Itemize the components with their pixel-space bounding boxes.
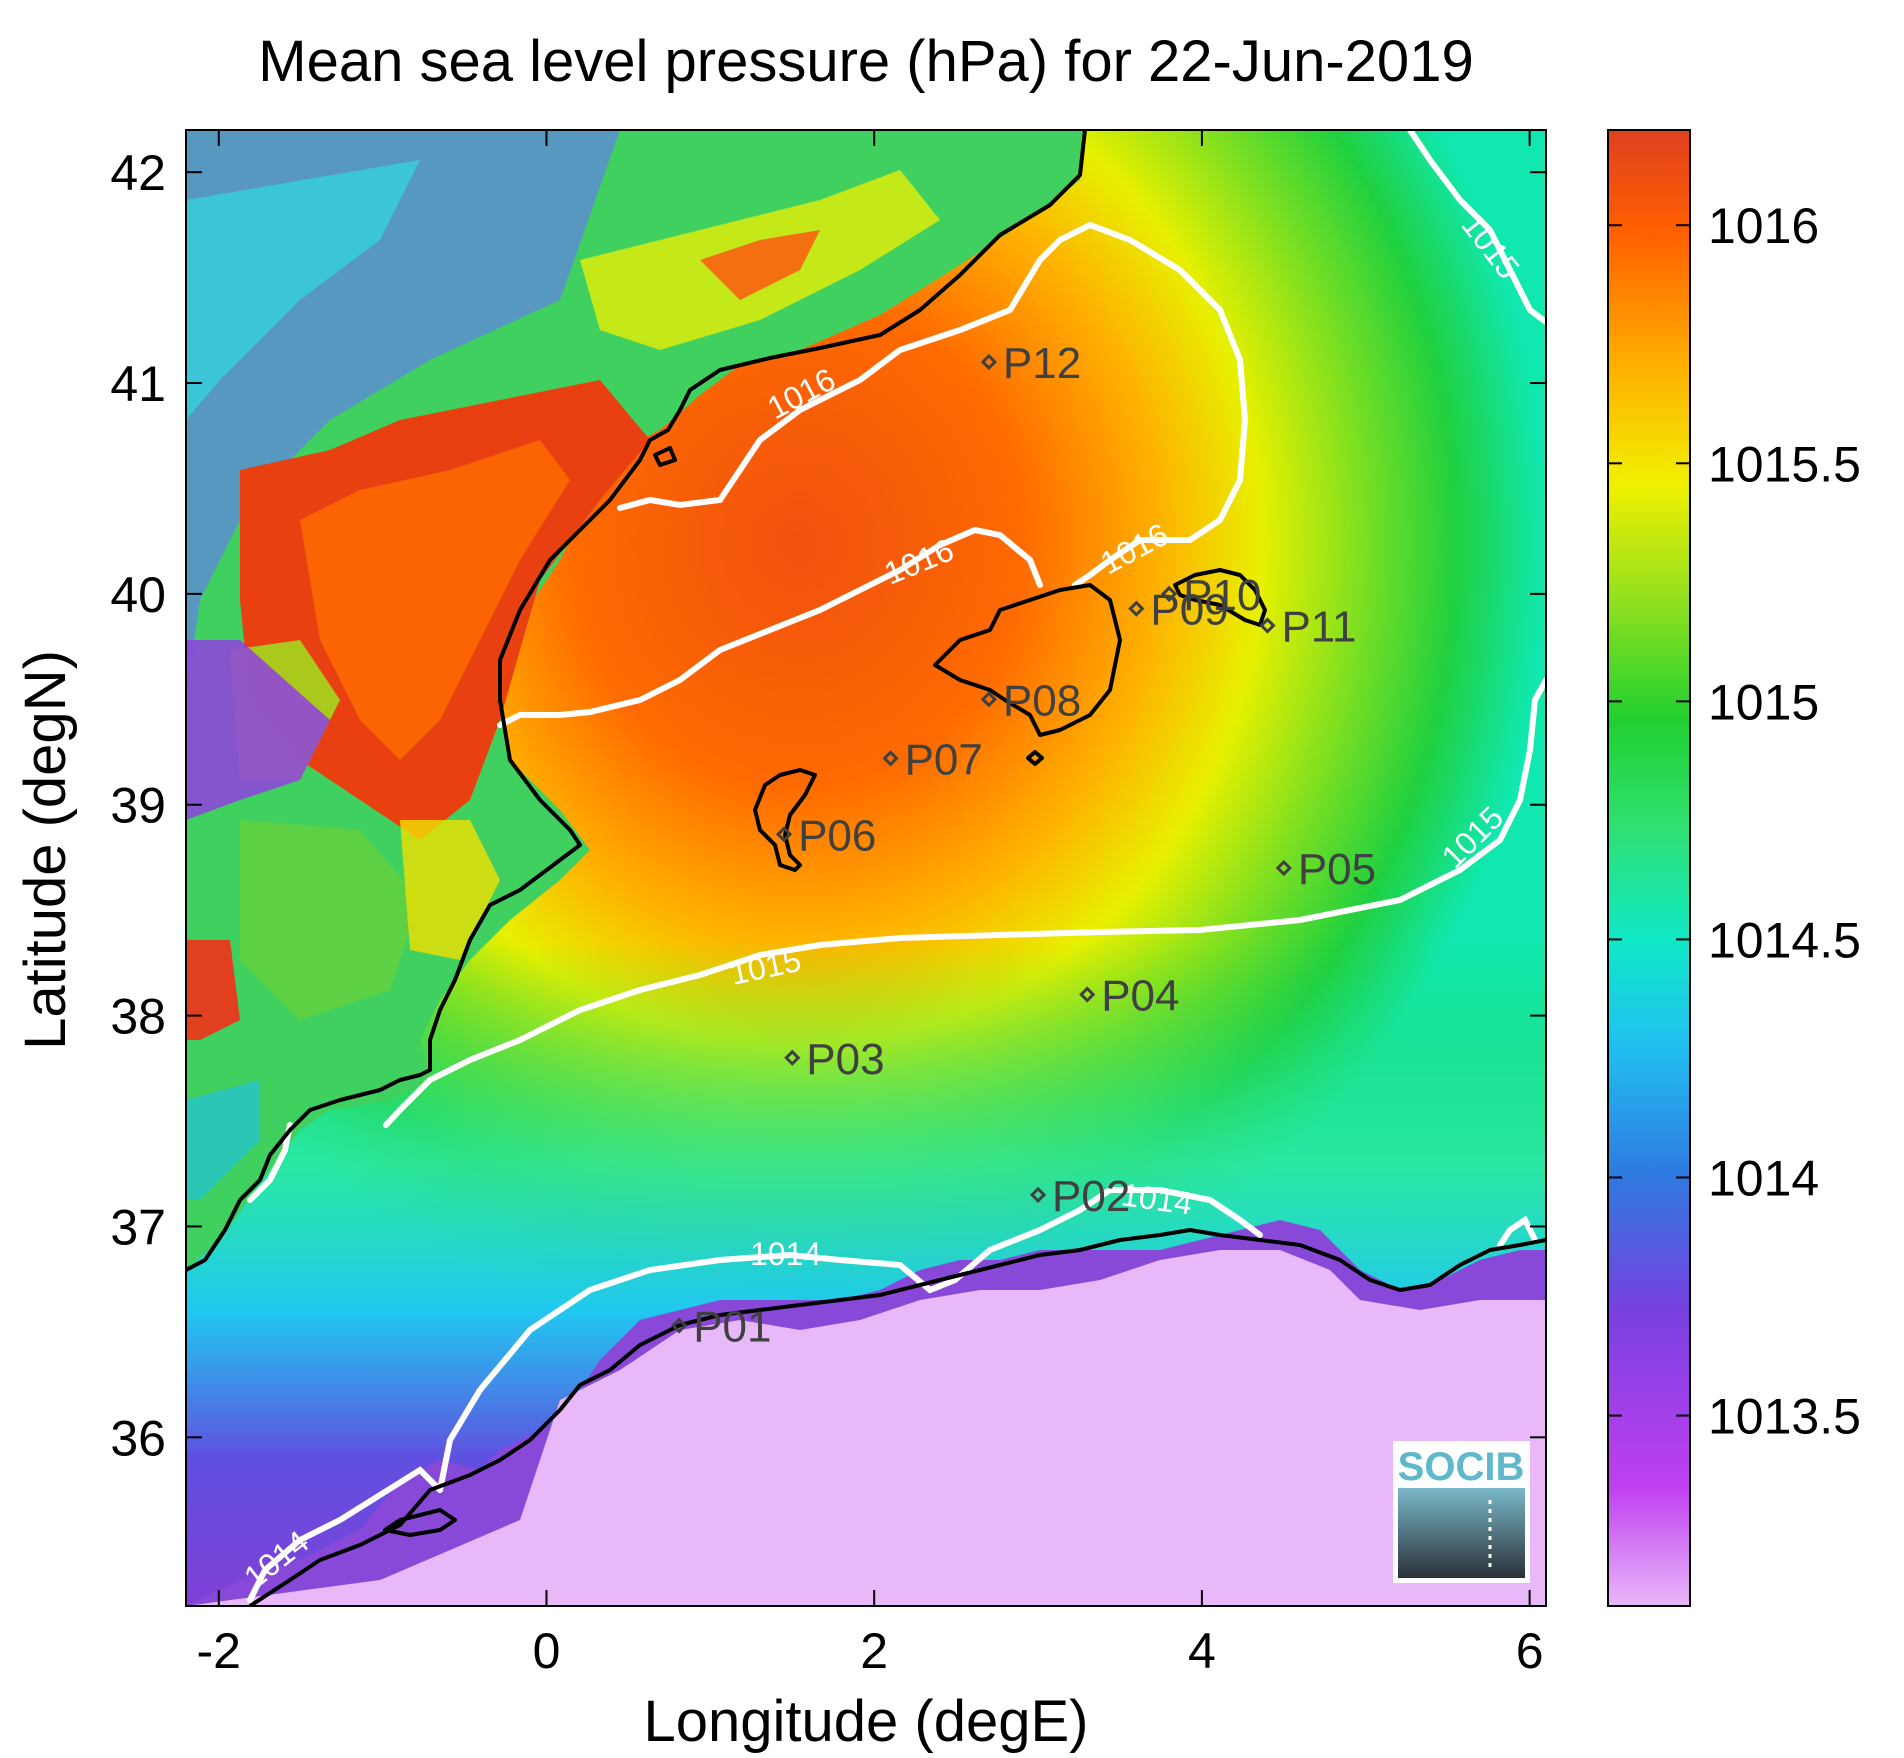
station-marker [882, 750, 899, 767]
y-tick-label: 42 [110, 145, 166, 201]
coastline-ibiza [753, 768, 817, 872]
station-marker [1161, 585, 1178, 603]
colorbar [1607, 129, 1691, 1607]
station-marker [1029, 1186, 1047, 1203]
station-label: P01 [693, 1303, 771, 1352]
chart-title: Mean sea level pressure (hPa) for 22-Jun… [258, 29, 1474, 94]
colorbar-tick-label: 1015 [1708, 674, 1819, 730]
colorbar-tick-label: 1016 [1708, 198, 1819, 254]
isobars [247, 130, 1546, 1603]
station-label: P05 [1298, 845, 1376, 894]
station-label: P06 [798, 811, 876, 860]
station-marker [1275, 859, 1292, 877]
station-label: P04 [1101, 972, 1179, 1021]
coastline-iberia [186, 130, 1087, 1272]
axis-ticks: -2 0 2 4 6 36 37 38 39 40 41 42 [110, 130, 1546, 1679]
station-marker [1128, 600, 1145, 617]
x-tick-label: 2 [860, 1623, 888, 1679]
isobar-1014-southwest [247, 1466, 443, 1603]
y-tick-label: 38 [110, 989, 166, 1045]
colorbar-tick-label: 1014 [1708, 1150, 1819, 1206]
station-label: P07 [905, 735, 983, 784]
station-label: P12 [1003, 339, 1081, 388]
coastline-cabrera [1026, 750, 1044, 766]
station-marker [1079, 986, 1096, 1003]
socib-logo: SOCIB [1393, 1441, 1530, 1583]
colorbar-tick-label: 1015.5 [1708, 436, 1861, 492]
y-tick-label: 36 [110, 1410, 166, 1466]
x-axis-label: Longitude (degE) [643, 1689, 1089, 1754]
colorbar-tick-label: 1014.5 [1708, 912, 1861, 968]
coastline-alboran [383, 1508, 457, 1537]
y-tick-label: 41 [110, 356, 166, 412]
colorbar-tick-label: 1013.5 [1708, 1389, 1861, 1445]
x-tick-label: 6 [1516, 1623, 1544, 1679]
station-label: P02 [1052, 1172, 1130, 1221]
x-tick-label: 4 [1188, 1623, 1216, 1679]
y-axis-label: Latitude (degN) [13, 650, 78, 1050]
station-marker [784, 1049, 801, 1066]
isobar-1014-east [1497, 1215, 1538, 1248]
isobar-label-1014-a: 1014 [750, 1236, 821, 1272]
station-label: P10 [1183, 571, 1261, 620]
pressure-field [186, 130, 1546, 1606]
isobar-1015-topright [1407, 130, 1546, 325]
station-label: P08 [1003, 676, 1081, 725]
isobar-1015-west [247, 1122, 293, 1203]
station-marker [980, 691, 998, 708]
logo-text: SOCIB [1398, 1445, 1525, 1489]
isobar-1015-middle [383, 677, 1546, 1128]
station-label: P03 [806, 1035, 884, 1084]
coastline-columbretes [653, 446, 677, 467]
coastline [186, 130, 1546, 1606]
x-tick-label: 0 [533, 1623, 561, 1679]
x-tick-label: -2 [197, 1623, 241, 1679]
y-tick-label: 39 [110, 778, 166, 834]
station-label: P11 [1281, 603, 1356, 652]
station-marker [1259, 617, 1276, 634]
coastline-africa [248, 1228, 1546, 1606]
coastline-menorca [1173, 568, 1267, 627]
y-tick-label: 40 [110, 567, 166, 623]
colorbar-ticks: 1013.5 1014 1014.5 1015 1015.5 1016 [1608, 198, 1861, 1445]
isobar-1014-south [437, 1187, 1263, 1493]
coastline-mallorca [933, 583, 1122, 737]
plot-frame [185, 129, 1547, 1607]
station-marker [671, 1317, 688, 1334]
station-marker [980, 353, 998, 371]
station-marker [775, 826, 793, 843]
y-tick-label: 37 [110, 1199, 166, 1255]
isobar-1016-outer [497, 221, 1249, 728]
